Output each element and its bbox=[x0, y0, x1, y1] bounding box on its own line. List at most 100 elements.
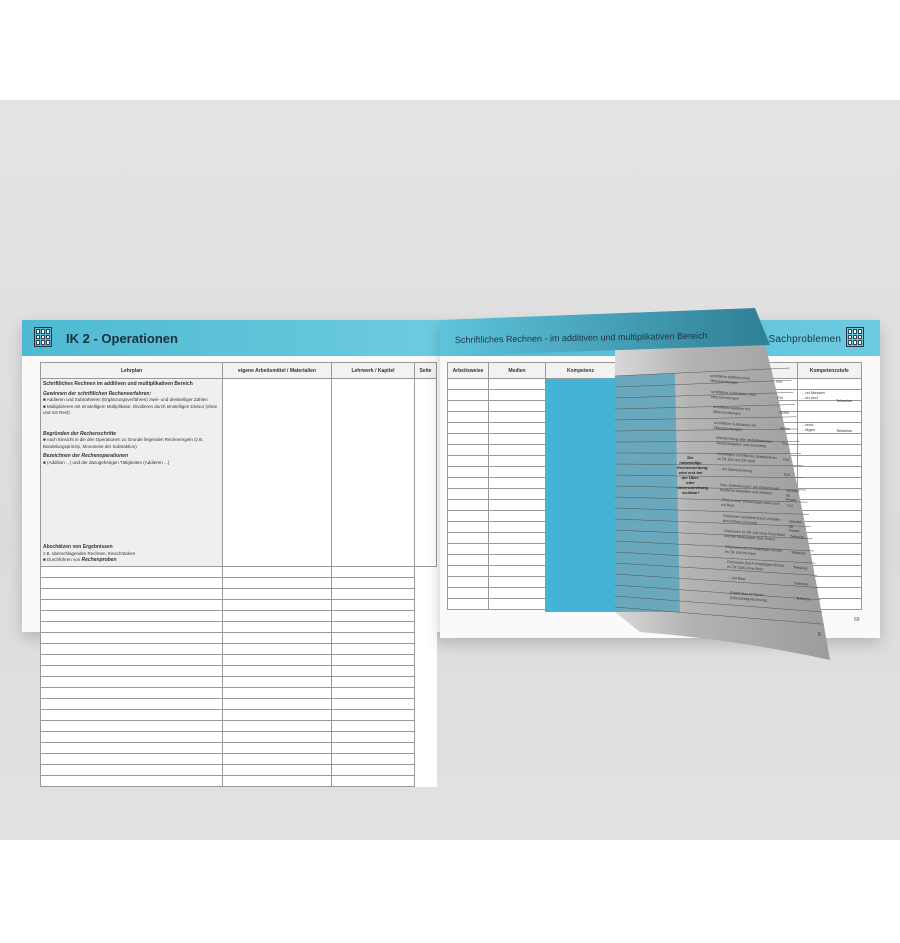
input-cell[interactable] bbox=[615, 576, 678, 588]
input-cell[interactable] bbox=[331, 763, 415, 776]
input-cell[interactable] bbox=[447, 400, 489, 412]
input-cell[interactable] bbox=[796, 444, 863, 456]
input-cell[interactable] bbox=[545, 400, 616, 412]
input-cell[interactable] bbox=[331, 730, 415, 743]
input-cell[interactable] bbox=[488, 444, 546, 456]
input-cell[interactable] bbox=[447, 466, 489, 478]
input-cell[interactable] bbox=[222, 686, 332, 699]
input-cell[interactable] bbox=[331, 675, 415, 688]
input-cell[interactable] bbox=[447, 532, 489, 544]
input-cell[interactable] bbox=[615, 444, 678, 456]
input-cell[interactable] bbox=[447, 411, 489, 423]
input-cell[interactable] bbox=[40, 576, 223, 589]
input-cell[interactable] bbox=[488, 510, 546, 522]
input-cell[interactable] bbox=[222, 653, 332, 666]
input-cell[interactable] bbox=[331, 598, 415, 611]
input-cell[interactable] bbox=[222, 609, 332, 622]
input-cell[interactable] bbox=[796, 510, 863, 522]
input-cell[interactable] bbox=[222, 719, 332, 732]
input-cell[interactable] bbox=[615, 411, 678, 423]
input-cell[interactable] bbox=[488, 587, 546, 599]
input-cell[interactable] bbox=[796, 433, 863, 445]
input-cell[interactable] bbox=[615, 477, 678, 489]
input-cell[interactable] bbox=[40, 708, 223, 721]
input-cell[interactable] bbox=[488, 488, 546, 500]
input-cell[interactable] bbox=[447, 510, 489, 522]
input-cell[interactable] bbox=[545, 598, 616, 610]
input-cell[interactable] bbox=[545, 389, 616, 401]
input-cell[interactable] bbox=[796, 488, 863, 500]
input-cell[interactable] bbox=[222, 730, 332, 743]
input-cell[interactable] bbox=[488, 598, 546, 610]
input-cell[interactable] bbox=[545, 521, 616, 533]
input-cell[interactable] bbox=[331, 741, 415, 754]
input-cell[interactable] bbox=[222, 774, 332, 787]
input-cell[interactable] bbox=[447, 422, 489, 434]
input-cell[interactable] bbox=[447, 488, 489, 500]
input-cell[interactable] bbox=[447, 554, 489, 566]
input-cell[interactable] bbox=[615, 400, 678, 412]
input-cell[interactable] bbox=[447, 389, 489, 401]
input-cell[interactable] bbox=[447, 477, 489, 489]
input-cell[interactable] bbox=[40, 587, 223, 600]
input-cell[interactable] bbox=[40, 609, 223, 622]
input-cell[interactable] bbox=[447, 378, 489, 390]
input-cell[interactable] bbox=[796, 411, 863, 423]
input-cell[interactable] bbox=[447, 598, 489, 610]
input-cell[interactable] bbox=[615, 488, 678, 500]
input-cell[interactable] bbox=[545, 532, 616, 544]
input-cell[interactable] bbox=[331, 609, 415, 622]
input-cell[interactable] bbox=[222, 631, 332, 644]
input-cell[interactable] bbox=[615, 422, 678, 434]
input-cell[interactable] bbox=[40, 565, 223, 578]
input-cell[interactable] bbox=[331, 752, 415, 765]
input-cell[interactable] bbox=[615, 378, 678, 390]
input-cell[interactable] bbox=[615, 433, 678, 445]
input-cell[interactable] bbox=[447, 543, 489, 555]
input-cell[interactable] bbox=[40, 598, 223, 611]
input-cell[interactable] bbox=[331, 587, 415, 600]
input-cell[interactable] bbox=[40, 620, 223, 633]
input-cell[interactable] bbox=[222, 587, 332, 600]
input-cell[interactable] bbox=[488, 521, 546, 533]
input-cell[interactable] bbox=[222, 763, 332, 776]
input-cell[interactable] bbox=[488, 433, 546, 445]
input-cell[interactable] bbox=[331, 378, 415, 567]
input-cell[interactable] bbox=[488, 565, 546, 577]
input-cell[interactable] bbox=[40, 631, 223, 644]
input-cell[interactable] bbox=[488, 554, 546, 566]
input-cell[interactable] bbox=[488, 499, 546, 511]
input-cell[interactable] bbox=[331, 719, 415, 732]
input-cell[interactable] bbox=[615, 543, 678, 555]
input-cell[interactable] bbox=[545, 576, 616, 588]
input-cell[interactable] bbox=[447, 576, 489, 588]
input-cell[interactable] bbox=[222, 565, 332, 578]
input-cell[interactable] bbox=[331, 642, 415, 655]
input-cell[interactable] bbox=[447, 433, 489, 445]
input-cell[interactable] bbox=[222, 708, 332, 721]
input-cell[interactable] bbox=[40, 774, 223, 787]
input-cell[interactable] bbox=[40, 686, 223, 699]
input-cell[interactable] bbox=[40, 653, 223, 666]
input-cell[interactable] bbox=[222, 675, 332, 688]
input-cell[interactable] bbox=[331, 565, 415, 578]
input-cell[interactable] bbox=[796, 477, 863, 489]
input-cell[interactable] bbox=[40, 697, 223, 710]
input-cell[interactable] bbox=[331, 631, 415, 644]
input-cell[interactable] bbox=[331, 664, 415, 677]
input-cell[interactable] bbox=[40, 642, 223, 655]
input-cell[interactable] bbox=[222, 598, 332, 611]
input-cell[interactable] bbox=[222, 576, 332, 589]
input-cell[interactable] bbox=[796, 455, 863, 467]
input-cell[interactable] bbox=[545, 378, 616, 390]
input-cell[interactable] bbox=[615, 554, 678, 566]
input-cell[interactable] bbox=[222, 378, 332, 567]
input-cell[interactable] bbox=[222, 697, 332, 710]
input-cell[interactable] bbox=[331, 708, 415, 721]
input-cell[interactable] bbox=[447, 455, 489, 467]
input-cell[interactable] bbox=[331, 697, 415, 710]
input-cell[interactable] bbox=[447, 587, 489, 599]
input-cell[interactable] bbox=[615, 587, 678, 599]
input-cell[interactable] bbox=[414, 378, 437, 567]
input-cell[interactable] bbox=[331, 576, 415, 589]
